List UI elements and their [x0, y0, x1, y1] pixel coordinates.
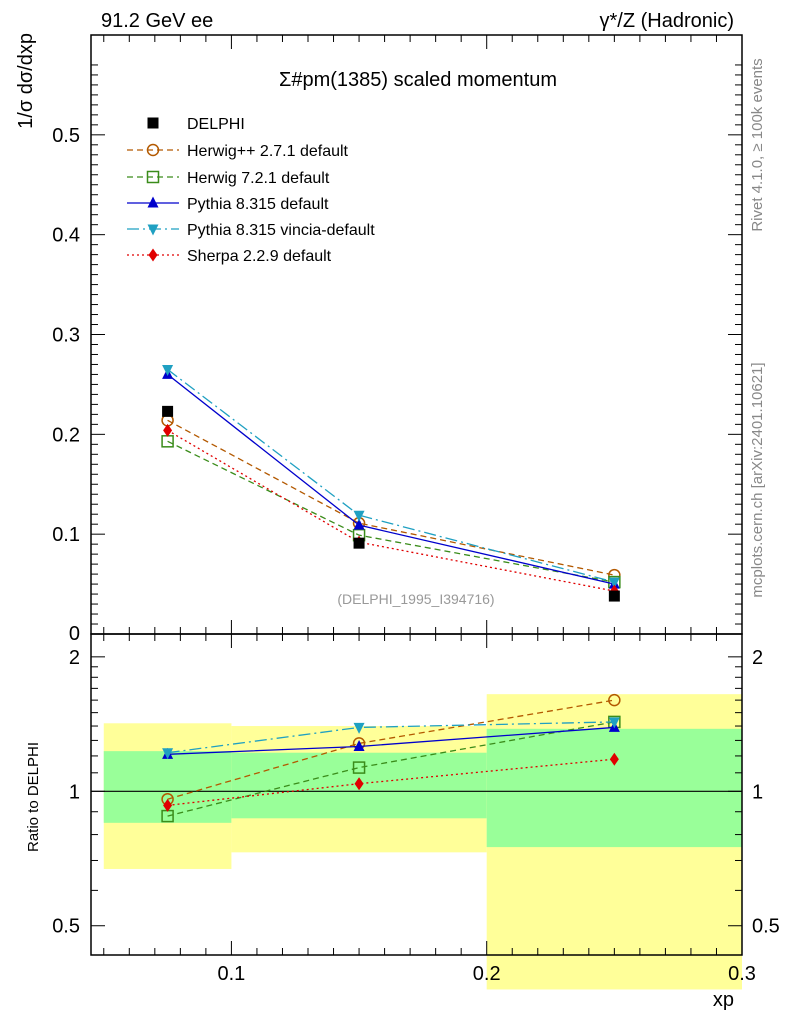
ratio-tick-label-right: 1 — [752, 781, 763, 803]
legend-label: DELPHI — [187, 116, 245, 133]
series-line — [167, 419, 615, 576]
ratio-series-point — [608, 693, 621, 707]
header-left: 91.2 GeV ee — [101, 10, 213, 32]
x-tick-label: 0.3 — [728, 963, 756, 985]
ratio-series-point — [163, 798, 173, 812]
series-point — [353, 510, 365, 522]
legend-label: Sherpa 2.2.9 default — [187, 248, 332, 265]
legend-marker — [147, 224, 159, 236]
y-tick-label-zero: 0 — [69, 623, 80, 645]
series-point — [608, 577, 620, 589]
ratio-series-point — [353, 722, 365, 734]
data-point — [353, 537, 365, 549]
legend-label: Herwig 7.2.1 default — [187, 170, 330, 187]
series-line — [167, 373, 615, 585]
x-tick-label: 0.1 — [218, 963, 246, 985]
y-tick-label: 0.4 — [52, 225, 80, 247]
series-line — [167, 368, 615, 583]
x-tick-label: 0.2 — [473, 963, 501, 985]
legend-label: Herwig++ 2.7.1 default — [187, 143, 349, 160]
header-right: γ*/Z (Hadronic) — [600, 10, 734, 32]
legend-marker — [148, 248, 158, 262]
legend-label: Pythia 8.315 vincia-default — [187, 222, 375, 239]
ratio-tick-label-right: 0.5 — [752, 916, 780, 938]
ratio-tick-label: 1 — [69, 781, 80, 803]
ratio-tick-label-right: 2 — [752, 647, 763, 669]
y-tick-label: 0.5 — [52, 125, 80, 147]
series-point — [163, 423, 173, 437]
mcplots-label: mcplots.cern.ch [arXiv:2401.10621] — [749, 362, 766, 597]
legend-marker — [146, 143, 160, 157]
ratio-series-point — [162, 748, 174, 760]
analysis-tag: (DELPHI_1995_I394716) — [337, 591, 494, 607]
ratio-y-axis-label: Ratio to DELPHI — [25, 742, 42, 852]
ratio-band-inner — [486, 728, 742, 848]
ratio-series-point — [608, 717, 620, 729]
x-axis-label: xp — [713, 989, 734, 1011]
ratio-series-line — [167, 699, 615, 800]
legend-marker-delphi — [147, 117, 159, 129]
legend-marker — [146, 170, 160, 184]
y-tick-label: 0.3 — [52, 325, 80, 347]
rivet-label: Rivet 4.1.0, ≥ 100k events — [749, 58, 766, 231]
series-line — [167, 429, 615, 592]
ratio-band-inner — [103, 751, 232, 823]
ratio-series-line — [167, 721, 615, 817]
ratio-tick-label: 2 — [69, 647, 80, 669]
plot-title: Σ#pm(1385) scaled momentum — [279, 69, 557, 91]
ratio-tick-label: 0.5 — [52, 916, 80, 938]
ratio-series-point — [609, 752, 619, 766]
y-tick-label: 0.2 — [52, 424, 80, 446]
data-point — [608, 590, 620, 602]
legend-marker — [147, 196, 159, 208]
series-point — [353, 518, 365, 530]
series-point — [162, 364, 174, 376]
ratio-series-point — [354, 777, 364, 791]
ratio-series-point — [352, 761, 366, 774]
ratio-frame — [90, 633, 743, 956]
series-line — [167, 440, 615, 583]
data-point — [162, 405, 174, 417]
y-axis-label: 1/σ dσ/dxp — [15, 33, 37, 129]
legend-label: Pythia 8.315 default — [187, 196, 329, 213]
ratio-series-point — [353, 739, 365, 751]
legend: DELPHI Herwig++ 2.7.1 default Herwig 7.2.1… — [127, 116, 375, 265]
y-tick-label: 0.1 — [52, 524, 80, 546]
ratio-panel: 0.1 0.2 0.3 0.5 0.5 1 1 2 2 — [52, 633, 780, 990]
